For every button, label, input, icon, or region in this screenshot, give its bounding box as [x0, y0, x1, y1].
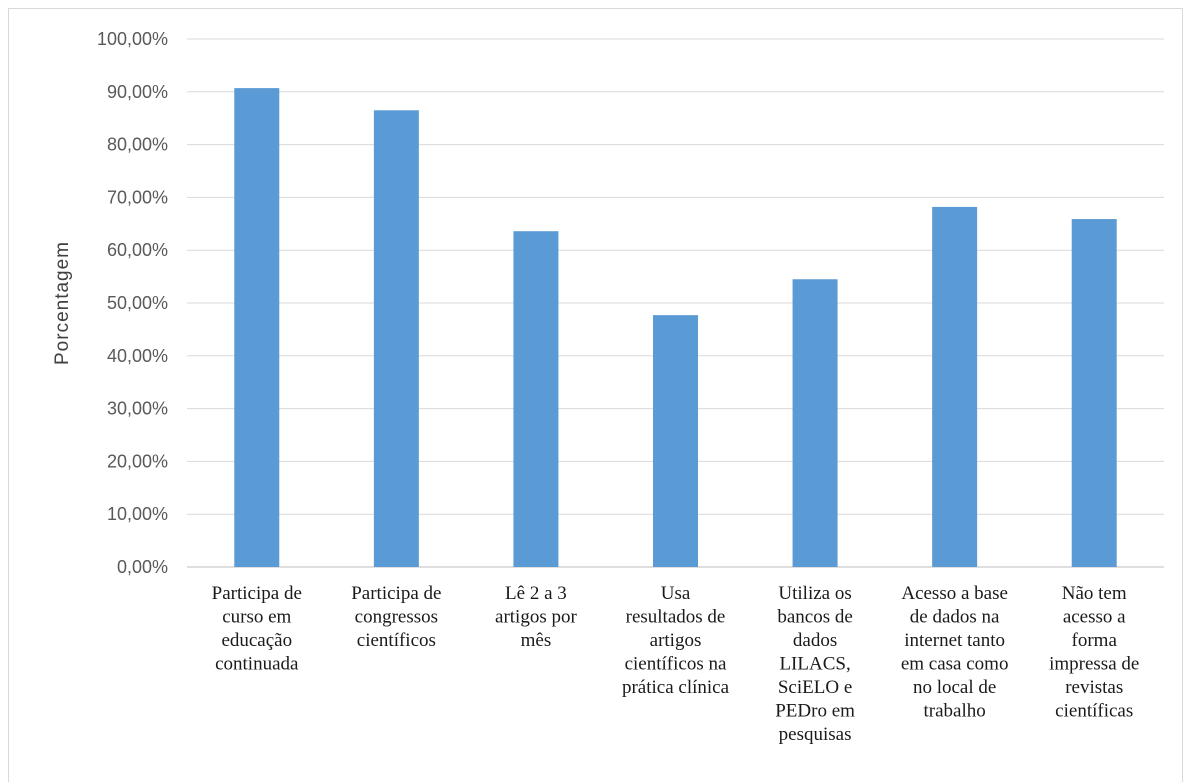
y-tick-label: 100,00%	[97, 29, 168, 49]
bars	[234, 88, 1117, 568]
bar	[1071, 219, 1117, 567]
y-tick-label: 30,00%	[107, 399, 168, 419]
category-label: Lê 2 a 3 artigos por mês	[495, 583, 577, 651]
category-label: Acesso a base de dados na internet tanto em…	[901, 583, 1009, 722]
y-tick-labels: 0,00% 10,00% 20,00% 30,00% 40,00% 50,00% 60,00…	[97, 29, 168, 577]
category-label: Participa de congressos científicos	[351, 583, 441, 651]
y-tick-label: 60,00%	[107, 240, 168, 260]
chart-frame	[8, 8, 1183, 782]
y-tick-label: 20,00%	[107, 451, 168, 471]
y-tick-label: 0,00%	[117, 557, 168, 577]
y-axis-label: Porcentagem	[52, 241, 73, 365]
bar	[932, 206, 978, 568]
y-tick-label: 80,00%	[107, 135, 168, 155]
bar	[373, 110, 419, 567]
category-label: Participa de curso em educação continuada	[212, 583, 302, 675]
bar	[653, 315, 698, 567]
y-tick-label: 40,00%	[107, 346, 168, 366]
y-tick-label: 10,00%	[107, 504, 168, 524]
y-tick-label: 50,00%	[107, 293, 168, 313]
bar	[234, 88, 280, 567]
y-tick-label: 70,00%	[107, 187, 168, 207]
category-label: Não tem acesso a forma impressa de revistas c…	[1049, 583, 1139, 722]
y-tick-label: 90,00%	[107, 82, 168, 102]
bar	[513, 231, 559, 567]
category-labels: Participa de curso em educação continuada Pa…	[212, 583, 1140, 745]
category-label: Usa resultados de artigos científicos na prá…	[622, 583, 730, 698]
bar	[792, 279, 838, 567]
